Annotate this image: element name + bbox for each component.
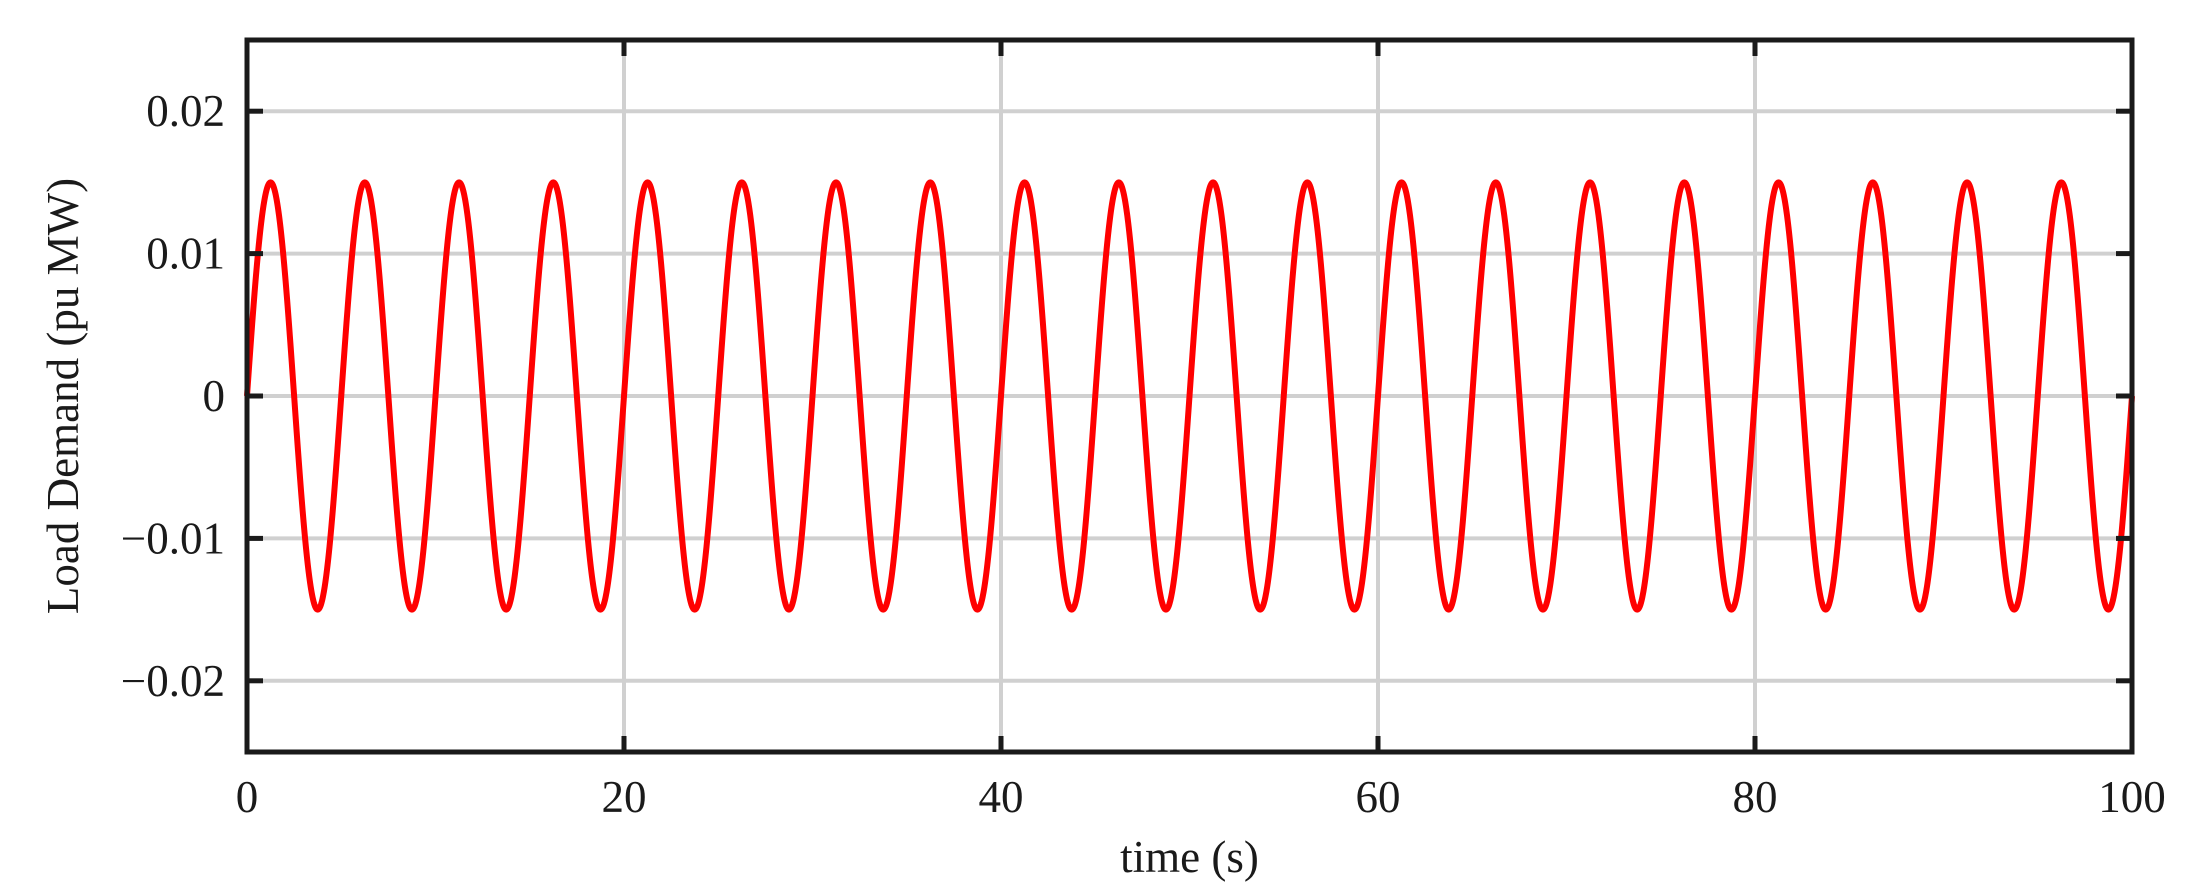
ticks <box>244 40 2135 752</box>
series-line <box>244 179 2135 613</box>
y-tick-label: −0.02 <box>121 656 225 706</box>
y-tick-label: 0.02 <box>146 86 225 136</box>
x-tick-label: 0 <box>236 772 259 822</box>
y-tick-label: 0 <box>203 371 226 421</box>
x-tick-label: 20 <box>602 772 647 822</box>
x-tick-label: 40 <box>979 772 1024 822</box>
x-axis-label: time (s) <box>1120 832 1259 882</box>
y-axis-label: Load Demand (pu MW) <box>38 178 88 614</box>
y-tick-label: −0.01 <box>121 513 225 563</box>
x-tick-label: 80 <box>1733 772 1778 822</box>
y-tick-label: 0.01 <box>146 229 225 279</box>
tick-labels: 0 20 40 60 80 100 0.02 0.01 0 −0.01 −0.02 <box>121 86 2166 822</box>
series-layer <box>244 179 2135 613</box>
x-tick-label: 60 <box>1356 772 1401 822</box>
x-tick-label: 100 <box>2098 772 2166 822</box>
